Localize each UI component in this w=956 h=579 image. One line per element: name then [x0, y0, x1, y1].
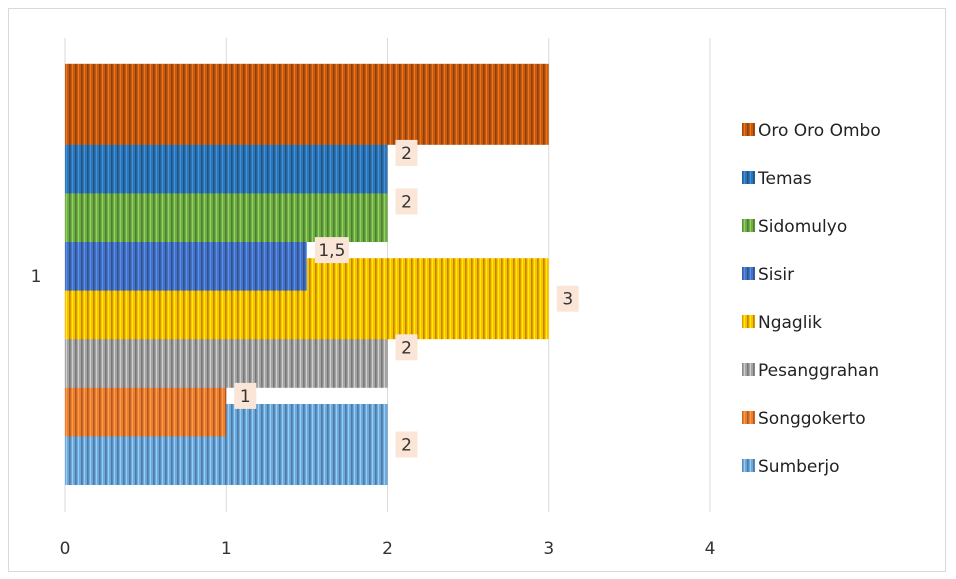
data-label-box [395, 334, 418, 361]
chart-frame [8, 8, 946, 572]
data-label-text: 1 [240, 387, 251, 407]
legend-item-sumberjo: Sumberjo [742, 457, 840, 477]
x-tick-label-1: 1 [221, 539, 232, 559]
legend-swatch [742, 171, 755, 184]
data-labels: 2 1 2 3 1,5 2 2 [234, 139, 579, 458]
legend-item-oro-oro-ombo: Oro Oro Ombo [742, 121, 881, 141]
x-tick-label-4: 4 [705, 539, 716, 559]
data-label-box [556, 285, 579, 312]
data-label-text: 1,5 [318, 241, 345, 261]
legend-label: Pesanggrahan [758, 361, 879, 381]
legend-label: Ngaglik [758, 313, 822, 333]
legend-swatch [742, 459, 755, 472]
legend-label: Songgokerto [758, 409, 866, 429]
data-label-sisir: 1,5 [314, 237, 349, 264]
data-label-box [234, 382, 257, 409]
data-label-text: 2 [401, 144, 412, 164]
data-label-sumberjo: 2 [395, 431, 418, 458]
legend-swatch [742, 267, 755, 280]
x-tick-label-0: 0 [60, 539, 71, 559]
legend-item-sisir: Sisir [742, 265, 794, 285]
data-label-box [395, 139, 418, 166]
legend-item-sidomulyo: Sidomulyo [742, 217, 847, 237]
legend-swatch [742, 123, 755, 136]
legend-label: Sumberjo [758, 457, 840, 477]
data-label-pesanggrahan: 2 [395, 334, 418, 361]
legend-label: Oro Oro Ombo [758, 121, 881, 141]
data-label-text: 2 [401, 338, 412, 358]
data-label-text: 2 [401, 193, 412, 213]
bar-oro-oro-ombo [65, 63, 549, 145]
legend-swatch [742, 219, 755, 232]
legend-swatch [742, 363, 755, 376]
legend-item-songgokerto: Songgokerto [742, 409, 866, 429]
data-label-temas: 2 [395, 139, 418, 166]
legend-swatch [742, 411, 755, 424]
data-label-box [395, 188, 418, 215]
x-tick-label-2: 2 [382, 539, 393, 559]
y-category-label: 1 [31, 267, 42, 287]
data-label-ngaglik: 3 [556, 285, 579, 312]
data-label-text: 3 [562, 290, 573, 310]
bars [65, 63, 549, 485]
data-label-box [314, 237, 349, 264]
data-label-text: 2 [401, 436, 412, 456]
legend-label: Temas [757, 169, 812, 189]
axes: 0 1 2 3 4 1 [31, 267, 716, 559]
legend: Oro Oro Ombo Temas Sidomulyo Sisir Ngaglik Pe… [742, 121, 881, 477]
data-label-box [395, 431, 418, 458]
legend-label: Sisir [758, 265, 794, 285]
x-tick-label-3: 3 [543, 539, 554, 559]
data-label-sidomulyo: 2 [395, 188, 418, 215]
legend-item-pesanggrahan: Pesanggrahan [742, 361, 879, 381]
legend-swatch [742, 315, 755, 328]
legend-label: Sidomulyo [758, 217, 847, 237]
data-label-songgokerto: 1 [234, 382, 257, 409]
legend-item-ngaglik: Ngaglik [742, 313, 822, 333]
legend-item-temas: Temas [742, 169, 812, 189]
